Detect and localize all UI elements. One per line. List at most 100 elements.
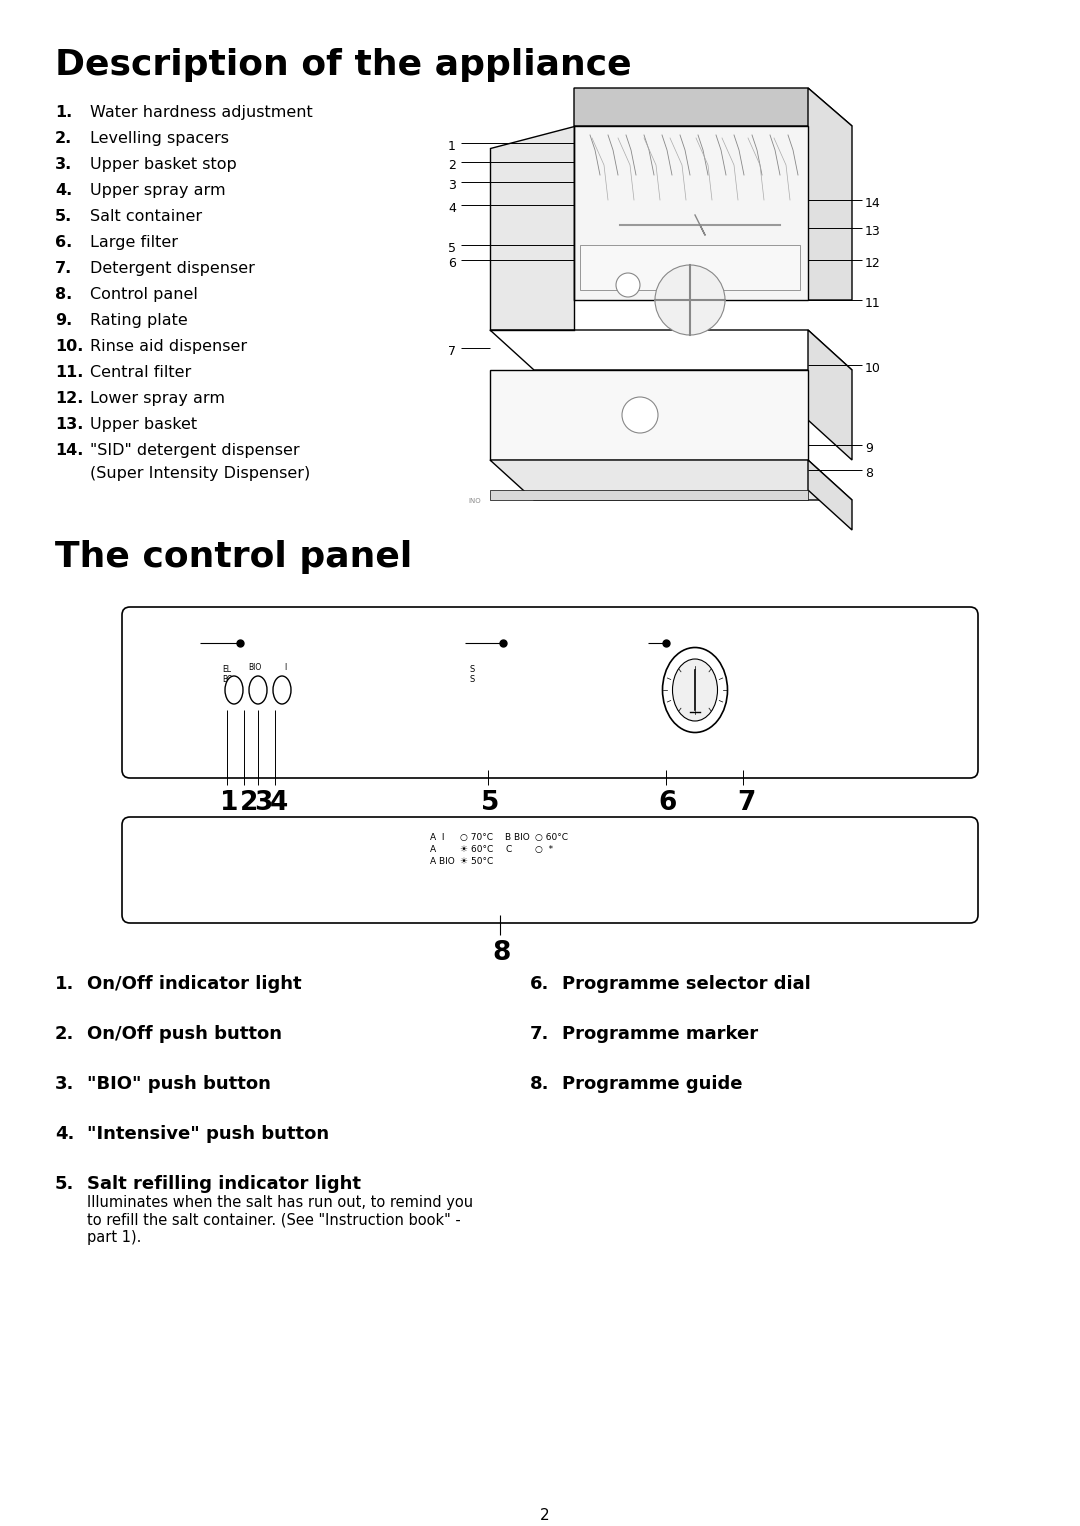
Text: (Super Intensity Dispenser): (Super Intensity Dispenser) bbox=[90, 465, 310, 481]
Text: 11: 11 bbox=[865, 298, 881, 310]
Text: BIO: BIO bbox=[248, 662, 261, 671]
Text: On/Off push button: On/Off push button bbox=[87, 1025, 282, 1042]
Text: A: A bbox=[430, 845, 436, 855]
Polygon shape bbox=[490, 127, 573, 330]
Text: 7: 7 bbox=[737, 790, 755, 816]
Text: 5.: 5. bbox=[55, 209, 72, 224]
Ellipse shape bbox=[273, 676, 291, 703]
Text: 10: 10 bbox=[865, 362, 881, 375]
Text: 8: 8 bbox=[492, 940, 511, 966]
Text: 2.: 2. bbox=[55, 1025, 75, 1042]
Text: EL
BO: EL BO bbox=[222, 665, 233, 684]
Bar bbox=[215, 661, 310, 710]
Text: 2: 2 bbox=[448, 159, 456, 172]
Text: Levelling spacers: Levelling spacers bbox=[90, 131, 229, 146]
Text: 8: 8 bbox=[865, 467, 873, 481]
Polygon shape bbox=[808, 330, 852, 459]
Text: ○  *: ○ * bbox=[535, 845, 553, 855]
Ellipse shape bbox=[225, 676, 243, 703]
Text: A  I: A I bbox=[430, 833, 445, 842]
Text: Rinse aid dispenser: Rinse aid dispenser bbox=[90, 339, 247, 354]
Text: On/Off indicator light: On/Off indicator light bbox=[87, 975, 301, 993]
Bar bbox=[648, 642, 743, 740]
Text: 4.: 4. bbox=[55, 183, 72, 198]
Text: 2.: 2. bbox=[55, 131, 72, 146]
Polygon shape bbox=[808, 459, 852, 530]
Text: 4: 4 bbox=[448, 201, 456, 215]
Polygon shape bbox=[490, 369, 808, 459]
Polygon shape bbox=[808, 89, 852, 301]
Text: I: I bbox=[284, 662, 286, 671]
Text: 3: 3 bbox=[254, 790, 272, 816]
Text: 12.: 12. bbox=[55, 391, 83, 406]
Bar bbox=[448, 862, 503, 893]
Circle shape bbox=[616, 273, 640, 298]
Text: 5.: 5. bbox=[55, 1175, 75, 1193]
Text: 1: 1 bbox=[220, 790, 239, 816]
Polygon shape bbox=[490, 330, 852, 369]
Text: "SID" detergent dispenser: "SID" detergent dispenser bbox=[90, 443, 299, 458]
Text: 14: 14 bbox=[865, 197, 881, 211]
Text: Detergent dispenser: Detergent dispenser bbox=[90, 261, 255, 276]
Circle shape bbox=[622, 397, 658, 433]
Polygon shape bbox=[490, 490, 808, 501]
Text: 9: 9 bbox=[865, 443, 873, 455]
Text: Programme selector dial: Programme selector dial bbox=[562, 975, 811, 993]
Text: Upper spray arm: Upper spray arm bbox=[90, 183, 226, 198]
Text: ○ 70°C: ○ 70°C bbox=[460, 833, 492, 842]
FancyBboxPatch shape bbox=[122, 607, 978, 778]
Text: Salt container: Salt container bbox=[90, 209, 202, 224]
Text: 6.: 6. bbox=[530, 975, 550, 993]
Text: Rating plate: Rating plate bbox=[90, 313, 188, 328]
Bar bbox=[505, 380, 785, 446]
Text: 1: 1 bbox=[448, 140, 456, 153]
Text: 13: 13 bbox=[865, 224, 881, 238]
Text: 3.: 3. bbox=[55, 1074, 75, 1093]
Text: Control panel: Control panel bbox=[90, 287, 198, 302]
Text: 3: 3 bbox=[448, 179, 456, 192]
Text: 10.: 10. bbox=[55, 339, 83, 354]
Polygon shape bbox=[490, 459, 852, 501]
Text: S
S: S S bbox=[470, 665, 475, 684]
Text: 5: 5 bbox=[481, 790, 499, 816]
Bar bbox=[465, 661, 505, 705]
Text: C: C bbox=[505, 845, 511, 855]
Text: 8.: 8. bbox=[530, 1074, 550, 1093]
Text: 13.: 13. bbox=[55, 417, 83, 432]
Text: Large filter: Large filter bbox=[90, 235, 178, 250]
Text: 12: 12 bbox=[865, 256, 881, 270]
Bar bbox=[510, 385, 590, 410]
Polygon shape bbox=[573, 127, 808, 301]
Text: "BIO" push button: "BIO" push button bbox=[87, 1074, 271, 1093]
Ellipse shape bbox=[673, 659, 717, 720]
Text: A BIO: A BIO bbox=[430, 858, 455, 865]
Text: 6: 6 bbox=[448, 256, 456, 270]
Text: 11.: 11. bbox=[55, 365, 83, 380]
Text: Central filter: Central filter bbox=[90, 365, 191, 380]
Text: 1.: 1. bbox=[55, 975, 75, 993]
Text: Programme guide: Programme guide bbox=[562, 1074, 743, 1093]
Text: 6.: 6. bbox=[55, 235, 72, 250]
Ellipse shape bbox=[249, 676, 267, 703]
Text: B BIO: B BIO bbox=[505, 833, 530, 842]
Ellipse shape bbox=[662, 647, 728, 732]
Text: 3.: 3. bbox=[55, 157, 72, 172]
Text: 5: 5 bbox=[448, 243, 456, 255]
Text: ☀ 60°C: ☀ 60°C bbox=[460, 845, 494, 855]
Text: ☀ 50°C: ☀ 50°C bbox=[460, 858, 494, 865]
FancyBboxPatch shape bbox=[122, 816, 978, 923]
Text: Description of the appliance: Description of the appliance bbox=[55, 47, 632, 82]
Text: Lower spray arm: Lower spray arm bbox=[90, 391, 225, 406]
Text: Water hardness adjustment: Water hardness adjustment bbox=[90, 105, 313, 121]
Text: 1.: 1. bbox=[55, 105, 72, 121]
Text: Upper basket: Upper basket bbox=[90, 417, 198, 432]
Text: 2: 2 bbox=[240, 790, 258, 816]
Text: 4.: 4. bbox=[55, 1125, 75, 1143]
Text: Upper basket stop: Upper basket stop bbox=[90, 157, 237, 172]
Text: ○ 60°C: ○ 60°C bbox=[535, 833, 568, 842]
Text: 7.: 7. bbox=[55, 261, 72, 276]
Text: 7: 7 bbox=[448, 345, 456, 359]
Circle shape bbox=[654, 266, 725, 336]
Text: 6: 6 bbox=[658, 790, 676, 816]
Text: Salt refilling indicator light: Salt refilling indicator light bbox=[87, 1175, 361, 1193]
